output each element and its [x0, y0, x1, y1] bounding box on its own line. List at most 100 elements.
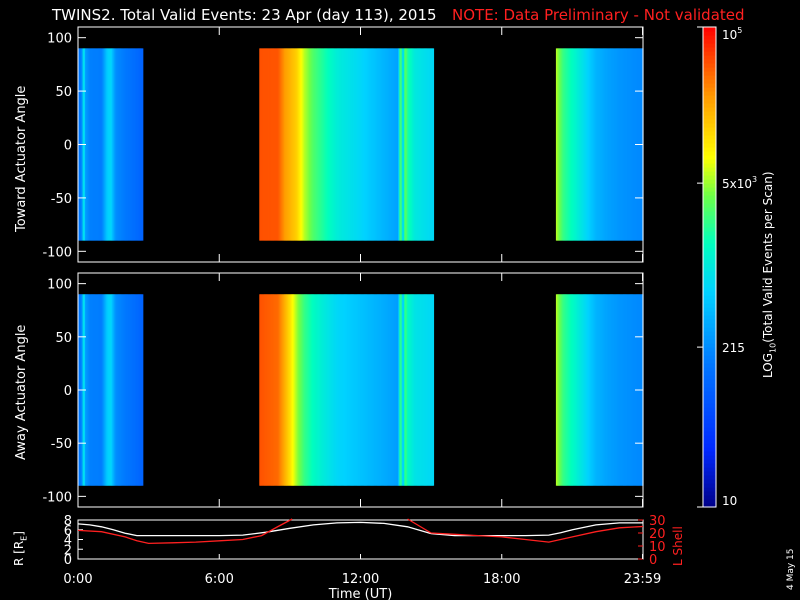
heatmap-cell [298, 294, 300, 486]
orbit-right-tick-label: 0 [649, 553, 657, 568]
heatmap-cell [602, 294, 605, 486]
colorbar-cell [703, 255, 716, 260]
heatmap-cell [92, 294, 94, 486]
heatmap-cell [419, 48, 422, 241]
heatmap-cell [358, 48, 360, 241]
heatmap-cell [418, 294, 420, 486]
heatmap-cell [266, 48, 269, 241]
heatmap-cell [615, 48, 618, 241]
heatmap-cell [584, 48, 586, 241]
heatmap-cell [295, 48, 298, 241]
heatmap-cell [309, 48, 312, 241]
heatmap-cell [621, 48, 624, 241]
colorbar-cell [703, 295, 716, 300]
heatmap-cell [591, 48, 593, 241]
heatmap-cell [610, 294, 612, 486]
colorbar-cell [703, 131, 716, 136]
heatmap-cell [404, 48, 406, 241]
heatmap-cell [106, 48, 109, 241]
heatmap-cell [336, 294, 339, 486]
heatmap-cell [590, 48, 592, 241]
heatmap-cell [279, 48, 282, 241]
heatmap-cell [560, 48, 563, 241]
heatmap-cell [593, 48, 596, 241]
colorbar-cell [703, 331, 716, 336]
heatmap-cell [597, 48, 599, 241]
heatmap-cell [560, 294, 563, 486]
colorbar [697, 26, 717, 508]
heatmap-cell [579, 294, 582, 486]
heatmap-cell [122, 294, 125, 486]
heatmap-cell [611, 294, 613, 486]
heatmap-cell [272, 294, 274, 486]
heatmap-cell [408, 294, 411, 486]
colorbar-cell [703, 443, 716, 448]
colorbar-cell [703, 127, 716, 132]
heatmap-cell [86, 294, 89, 486]
heatmap-cell [367, 294, 370, 486]
y-tick-label: 100 [47, 278, 72, 293]
heatmap-cell [389, 294, 392, 486]
colorbar-cell [703, 463, 716, 468]
heatmap-cell [411, 294, 413, 486]
heatmap-cell [619, 294, 622, 486]
heatmap-cell [625, 294, 628, 486]
heatmap-cell [379, 48, 382, 241]
heatmap-cell [374, 294, 377, 486]
colorbar-cell [703, 467, 716, 472]
heatmap-cell [132, 294, 134, 486]
heatmap-cell [333, 294, 336, 486]
heatmap-cell [268, 48, 271, 241]
x-axis-label: Time (UT) [328, 587, 393, 600]
heatmap-cell [413, 48, 416, 241]
heatmap-cell [371, 48, 373, 241]
heatmap-cell [396, 48, 399, 241]
heatmap-cell [587, 48, 590, 241]
heatmap-cell [384, 48, 386, 241]
heatmap-cell [327, 48, 330, 241]
orbit-y-tick-label: 8 [64, 514, 72, 529]
heatmap-cell [274, 48, 277, 241]
heatmap-cell [586, 294, 589, 486]
x-tick-label: 0:00 [63, 572, 92, 587]
heatmap-cell [88, 294, 91, 486]
heatmap-cell [107, 48, 110, 241]
heatmap-cell [291, 48, 293, 241]
heatmap-cell [102, 294, 105, 486]
heatmap-cell [89, 294, 92, 486]
heatmap-cell [265, 48, 267, 241]
colorbar-cell [703, 179, 716, 184]
heatmap-cell [608, 48, 611, 241]
heatmap-cell [314, 294, 317, 486]
colorbar-cell [703, 263, 716, 268]
heatmap-cell [574, 48, 577, 241]
colorbar-cell [703, 79, 716, 84]
heatmap-cell [332, 294, 335, 486]
heatmap-cell [312, 294, 315, 486]
heatmap-cell [344, 294, 346, 486]
x-tick-label: 18:00 [483, 572, 520, 587]
heatmap-cell [628, 48, 631, 241]
heatmap-cell [559, 48, 562, 241]
heatmap-cell [601, 294, 604, 486]
heatmap-cell [381, 48, 384, 241]
colorbar-cell [703, 47, 716, 52]
colorbar-cell [703, 251, 716, 256]
colorbar-cell [703, 63, 716, 68]
heatmap-cell [575, 48, 578, 241]
colorbar-cell [703, 451, 716, 456]
heatmap-cell [577, 294, 579, 486]
heatmap-cell [598, 48, 601, 241]
colorbar-cell [703, 51, 716, 56]
colorbar-cell [703, 363, 716, 368]
heatmap-cell [571, 294, 573, 486]
heatmap-cell [633, 294, 636, 486]
y-tick-label: 50 [55, 331, 72, 346]
heatmap-cell [314, 48, 317, 241]
colorbar-cell [703, 459, 716, 464]
heatmap-cell [336, 48, 339, 241]
heatmap-cell [128, 48, 131, 241]
heatmap-cell [368, 48, 371, 241]
heatmap-cell [388, 48, 391, 241]
heatmap-cell [632, 294, 635, 486]
